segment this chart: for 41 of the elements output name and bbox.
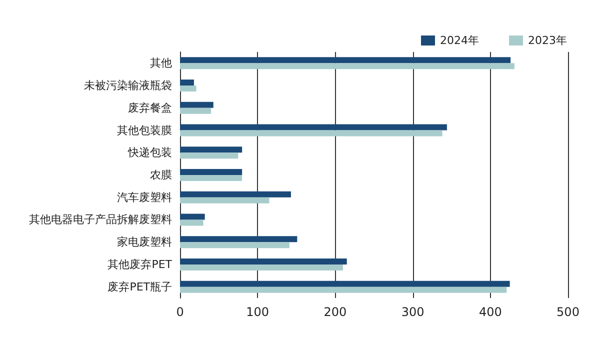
bar <box>180 57 511 64</box>
y-tick-label: 废弃餐盒 <box>128 101 172 114</box>
bar <box>180 280 510 287</box>
legend-label: 2023年 <box>528 34 568 47</box>
bar <box>180 102 214 108</box>
x-tick-label: 300 <box>401 305 424 319</box>
y-tick-label: 废弃PET瓶子 <box>108 280 172 294</box>
y-tick-label: 未被污染输液瓶袋 <box>84 79 172 92</box>
x-tick-label: 0 <box>176 305 184 319</box>
y-tick-label: 家电废塑料 <box>117 236 172 249</box>
bar <box>180 146 242 153</box>
y-tick-label: 其他电器电子产品拆解废塑料 <box>29 213 172 226</box>
bar <box>180 242 290 248</box>
bar <box>180 108 212 114</box>
bar <box>180 124 447 130</box>
bar <box>180 86 196 92</box>
bar <box>180 175 242 181</box>
bar <box>180 197 270 204</box>
y-tick-label: 其他废弃PET <box>108 258 172 271</box>
bar <box>180 258 347 264</box>
x-tick-label: 400 <box>478 305 502 319</box>
y-tick-label: 汽车废塑料 <box>117 190 172 204</box>
bar <box>180 152 238 159</box>
x-tick-label: 200 <box>324 305 347 319</box>
bar <box>180 130 442 136</box>
bar <box>180 191 291 198</box>
x-tick-label: 500 <box>556 305 580 319</box>
bar <box>180 236 298 242</box>
y-tick-label: 其他 <box>150 56 172 70</box>
bar <box>180 220 204 226</box>
y-tick-label: 农膜 <box>150 168 172 182</box>
bar <box>180 80 194 86</box>
bar <box>180 63 514 70</box>
bar <box>180 264 343 270</box>
legend-label: 2024年 <box>440 34 480 47</box>
y-tick-label: 其他包装膜 <box>117 124 172 137</box>
y-tick-label: 快递包装 <box>127 146 172 160</box>
bar <box>180 169 242 175</box>
bar <box>180 214 205 220</box>
bar <box>180 286 507 293</box>
x-tick-label: 100 <box>246 305 270 319</box>
